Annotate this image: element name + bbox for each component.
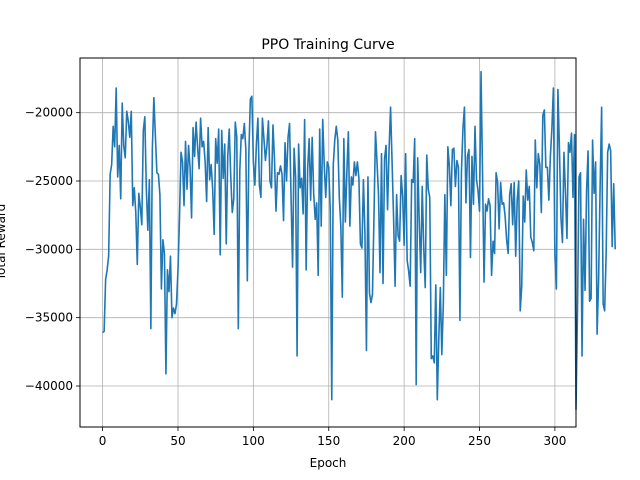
plot-frame	[79, 57, 577, 428]
y-tick-label: −40000	[25, 379, 73, 393]
x-tick-label: 0	[99, 434, 107, 448]
x-tick-label: 200	[393, 434, 416, 448]
x-tick-label: 50	[170, 434, 185, 448]
y-tick-label: −20000	[25, 106, 73, 120]
y-tick-label: −30000	[25, 242, 73, 256]
y-tick-label: −25000	[25, 174, 73, 188]
ticks: 0 50 100 150 200 250 300 −40000 −35000 −30000 −250…	[25, 106, 567, 448]
y-axis-label: Total Reward	[0, 204, 8, 282]
x-tick-label: 150	[317, 434, 340, 448]
series-line-0	[102, 70, 616, 411]
series-layer	[102, 70, 616, 411]
x-tick-label: 300	[543, 434, 566, 448]
x-tick-label: 100	[242, 434, 265, 448]
x-tick-label: 250	[468, 434, 491, 448]
y-tick-label: −35000	[25, 311, 73, 325]
x-axis-label: Epoch	[310, 456, 347, 470]
chart-title: PPO Training Curve	[261, 37, 394, 53]
